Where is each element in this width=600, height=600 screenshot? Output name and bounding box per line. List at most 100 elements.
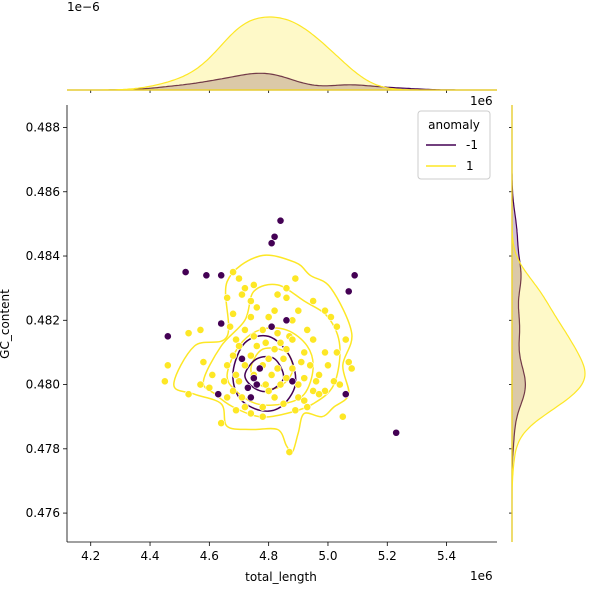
- scatter-point-pos1: [241, 361, 249, 370]
- scatter-point-pos1: [276, 338, 285, 347]
- x-tick-label: 4.4: [140, 549, 159, 563]
- scatter-point-pos1: [282, 374, 291, 383]
- scatter-point-pos1: [297, 358, 306, 366]
- top-marginal-kde: 1e−6: [67, 0, 497, 93]
- scatter-point-pos1: [279, 399, 288, 408]
- scatter-point-pos1: [300, 348, 309, 357]
- scatter-point-pos1: [258, 412, 267, 421]
- scatter-point-pos1: [332, 322, 341, 331]
- scatter-point-neg1: [163, 332, 172, 341]
- x-tick-label: 5.4: [437, 549, 456, 563]
- scatter-point-pos1: [285, 448, 294, 456]
- scatter-point-neg1: [392, 428, 401, 437]
- scatter-point-pos1: [309, 387, 318, 395]
- scatter-point-neg1: [282, 316, 291, 325]
- main-scatter-plot: 4.2 4.4 4.6 4.8 5.0 5.2 5.4 0.476 0.478 0.480 0.48…: [26, 105, 497, 563]
- scatter-point-pos1: [329, 377, 338, 386]
- scatter-point-neg1: [341, 390, 350, 399]
- scatter-point-neg1: [243, 383, 252, 392]
- scatter-point-neg1: [276, 216, 285, 225]
- scatter-point-pos1: [199, 358, 208, 366]
- scatter-point-pos1: [273, 290, 282, 299]
- scatter-point-pos1: [229, 387, 237, 395]
- scatter-point-pos1: [306, 361, 315, 370]
- scatter-point-pos1: [261, 380, 270, 389]
- scatter-point-neg1: [344, 287, 353, 296]
- scatter-point-pos1: [246, 313, 255, 321]
- x-axis-label: total_length: [245, 570, 317, 584]
- x-tick-label: 4.6: [200, 549, 219, 563]
- scatter-point-pos1: [315, 390, 323, 399]
- scatter-point-pos1: [261, 338, 270, 347]
- scatter-point-pos1: [232, 406, 240, 415]
- scatter-point-pos1: [321, 387, 329, 395]
- y-tick-label: 0.482: [26, 313, 60, 327]
- scatter-point-pos1: [241, 403, 249, 411]
- scatter-point-pos1: [258, 326, 267, 334]
- scatter-point-pos1: [341, 335, 350, 344]
- scatter-point-pos1: [321, 306, 329, 315]
- scatter-point-pos1: [258, 403, 267, 411]
- scatter-point-pos1: [264, 313, 273, 321]
- y-tick-label: 0.476: [26, 506, 60, 520]
- y-tick-label: 0.484: [26, 249, 60, 263]
- scatter-point-neg1: [214, 390, 223, 399]
- scatter-point-pos1: [264, 387, 273, 395]
- scatter-point-pos1: [184, 329, 193, 338]
- scatter-point-pos1: [252, 303, 261, 312]
- scatter-point-pos1: [270, 393, 279, 402]
- scatter-point-pos1: [294, 380, 303, 389]
- scatter-point-pos1: [327, 313, 335, 321]
- scatter-point-pos1: [223, 393, 232, 402]
- scatter-point-neg1: [181, 268, 190, 276]
- scatter-point-pos1: [184, 390, 193, 399]
- scatter-point-pos1: [282, 284, 291, 293]
- scatter-point-pos1: [309, 335, 318, 344]
- scatter-point-pos1: [252, 342, 261, 350]
- x-tick-label: 5.0: [318, 549, 337, 563]
- scatter-point-pos1: [226, 322, 235, 331]
- scatter-point-pos1: [232, 335, 240, 344]
- scatter-point-neg1: [252, 380, 261, 389]
- scatter-point-neg1: [267, 239, 276, 248]
- scatter-point-pos1: [249, 332, 258, 341]
- scatter-point-pos1: [300, 374, 309, 383]
- scatter-point-pos1: [229, 309, 237, 318]
- scatter-point-pos1: [315, 371, 323, 379]
- scatter-point-neg1: [217, 271, 226, 280]
- scatter-point-pos1: [335, 380, 344, 389]
- scatter-point-pos1: [267, 371, 276, 379]
- scatter-point-pos1: [288, 335, 297, 344]
- scatter-point-neg1: [217, 319, 226, 328]
- scatter-point-pos1: [282, 293, 291, 302]
- x-tick-label: 4.2: [81, 549, 100, 563]
- scatter-point-pos1: [344, 358, 353, 366]
- scatter-point-pos1: [246, 297, 255, 305]
- scatter-point-neg1: [238, 354, 246, 363]
- x-tick-label: 5.2: [378, 549, 397, 563]
- scatter-point-pos1: [238, 393, 246, 402]
- y-tick-label: 0.486: [26, 185, 60, 199]
- scatter-point-pos1: [223, 361, 232, 370]
- x-tick-label: 4.8: [259, 549, 278, 563]
- scatter-point-pos1: [279, 354, 288, 363]
- scatter-point-pos1: [288, 364, 297, 373]
- scatter-point-pos1: [273, 329, 282, 338]
- scatter-point-pos1: [223, 293, 232, 302]
- scatter-point-pos1: [303, 326, 312, 334]
- scatter-point-neg1: [249, 374, 258, 383]
- scatter-point-pos1: [232, 371, 240, 379]
- right-marginal-kde-pos1: [511, 105, 586, 542]
- scatter-point-pos1: [238, 290, 246, 299]
- y-axis-label: GC_content: [0, 289, 12, 359]
- scatter-point-pos1: [309, 297, 318, 305]
- right-marginal-kde: [509, 105, 586, 542]
- y-tick-label: 0.478: [26, 442, 60, 456]
- scatter-point-pos1: [273, 364, 282, 373]
- scatter-point-pos1: [241, 326, 249, 334]
- scatter-point-pos1: [291, 274, 300, 283]
- scatter-point-neg1: [267, 322, 276, 331]
- scatter-point-pos1: [246, 351, 255, 360]
- scatter-point-pos1: [205, 383, 214, 392]
